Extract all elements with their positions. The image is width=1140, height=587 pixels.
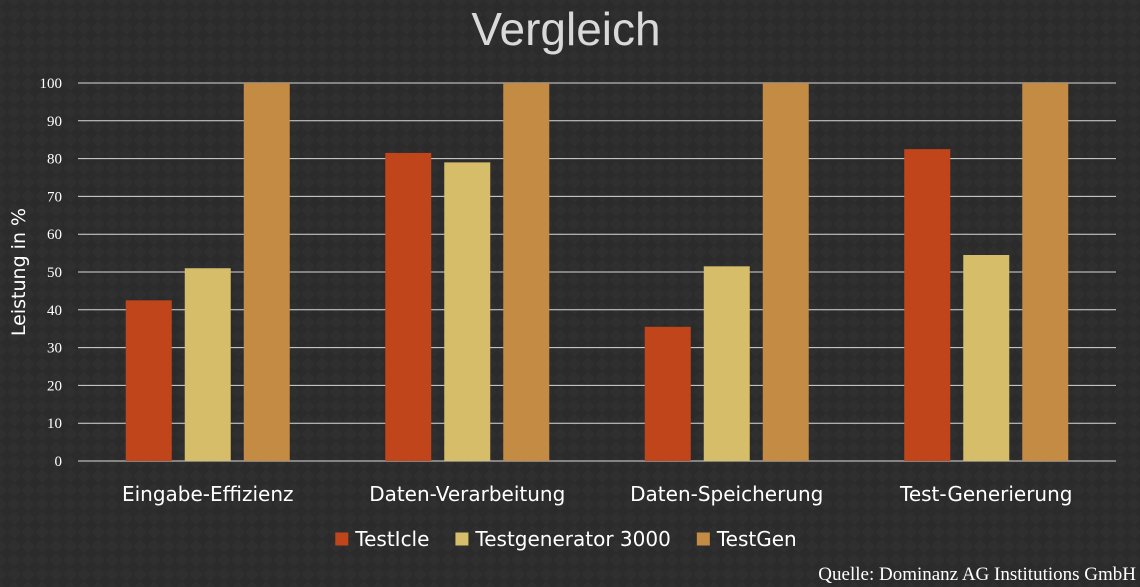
legend: TestIcle Testgenerator 3000 TestGen <box>335 527 797 551</box>
legend-swatch-testicle <box>335 532 349 546</box>
legend-label-testicle: TestIcle <box>354 527 429 551</box>
bar-daten-verarbeitung-testgenerator-3000 <box>444 162 491 461</box>
x-axis-categories: Eingabe-Effizienz Daten-Verarbeitung Daten… <box>122 482 1073 506</box>
gridlines <box>78 82 1116 462</box>
source-note: Quelle: Dominanz AG Institutions GmbH <box>818 564 1136 585</box>
y-tick-label: 50 <box>47 265 62 281</box>
x-category-label: Test-Generierung <box>899 482 1072 506</box>
bar-eingabe-effizienz-testgen <box>243 83 290 461</box>
bar-eingabe-effizienz-testgenerator-3000 <box>184 268 231 461</box>
y-tick-label: 20 <box>47 378 62 394</box>
y-tick-label: 100 <box>40 76 63 92</box>
bar-daten-speicherung-testgenerator-3000 <box>703 266 750 461</box>
bars <box>125 83 1069 461</box>
y-tick-label: 80 <box>47 152 62 168</box>
bar-daten-speicherung-testicle <box>644 326 691 461</box>
y-axis-ticks: 0 10 20 30 40 50 60 70 80 90 100 <box>40 76 63 470</box>
legend-label-testgen: TestGen <box>716 527 797 551</box>
y-tick-label: 70 <box>47 189 62 205</box>
legend-label-testgenerator-3000: Testgenerator 3000 <box>474 527 670 551</box>
x-category-label: Daten-Speicherung <box>630 482 823 506</box>
y-tick-label: 40 <box>47 303 62 319</box>
y-tick-label: 0 <box>55 454 63 470</box>
x-category-label: Eingabe-Effizienz <box>122 482 294 506</box>
y-tick-label: 30 <box>47 341 62 357</box>
bar-daten-verarbeitung-testicle <box>385 152 432 461</box>
y-tick-label: 60 <box>47 227 62 243</box>
chart-title: Vergleich <box>471 3 660 55</box>
x-category-label: Daten-Verarbeitung <box>369 482 565 506</box>
bar-eingabe-effizienz-testicle <box>125 300 172 461</box>
y-axis-title: Leistung in % <box>8 208 30 336</box>
bar-daten-speicherung-testgen <box>762 83 809 461</box>
legend-swatch-testgenerator-3000 <box>455 532 469 546</box>
legend-swatch-testgen <box>696 532 710 546</box>
bar-test-generierung-testgen <box>1022 83 1069 461</box>
bar-test-generierung-testgenerator-3000 <box>963 254 1010 461</box>
y-tick-label: 10 <box>47 416 62 432</box>
bar-daten-verarbeitung-testgen <box>503 83 550 461</box>
y-tick-label: 90 <box>47 114 62 130</box>
bar-test-generierung-testicle <box>904 149 951 461</box>
